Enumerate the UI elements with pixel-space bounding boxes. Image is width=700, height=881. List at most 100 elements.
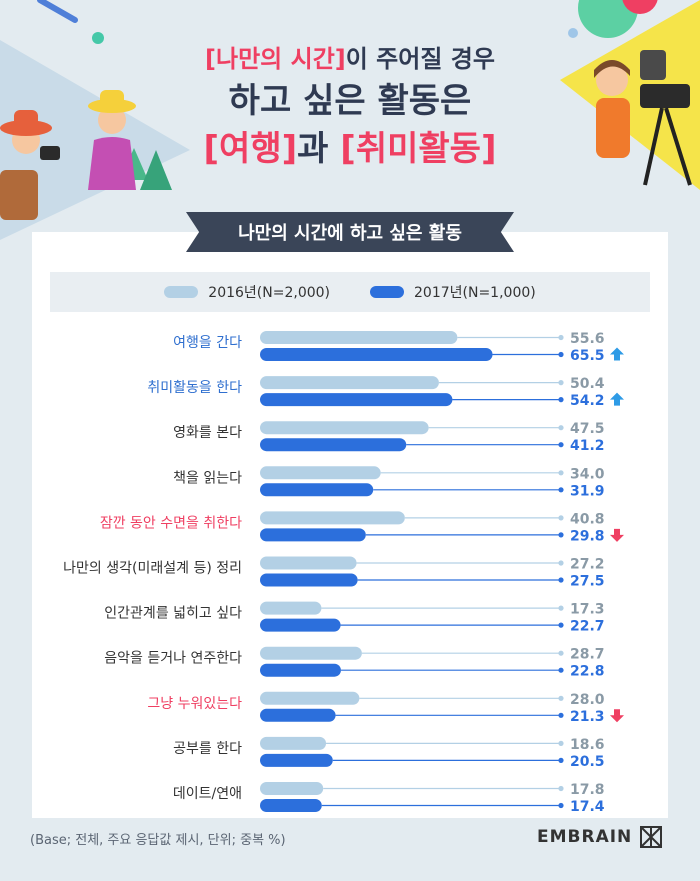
leader-dot [558,351,564,358]
decor-dot-blue [568,28,578,38]
bar-2016 [260,376,439,390]
title-line-3: [여행]과 [취미활동] [0,126,700,172]
photographer-body [596,98,630,158]
leader-dot [558,425,564,431]
tree-icon [140,150,172,190]
value-label-2016: 28.7 [570,647,605,663]
down-arrow-icon [610,528,624,542]
legend-label-2016: 2016년(N=2,000) [208,285,330,301]
chart-banner: 나만의 시간에 하고 싶은 활동 [186,212,514,252]
footnote: (Base; 전체, 주요 응답값 제시, 단위; 중복 %) [30,833,286,848]
category-label: 취미활동을 한다 [147,380,242,396]
leader-dot [558,785,564,792]
category-label: 영화를 본다 [173,425,242,441]
bar-2016 [260,556,357,570]
bar-2016 [260,736,327,750]
bar-2017 [260,663,341,677]
legend-item-2016: 2016년(N=2,000) [164,282,330,302]
value-label-2017: 54.2 [570,393,605,409]
bar-2017 [260,618,341,632]
leader-dot [558,695,564,701]
leader-dot [558,442,564,448]
category-label: 잠깐 동안 수면을 취한다 [100,515,242,531]
decor-circle-pink [622,0,658,14]
hat-crown [14,110,38,128]
decor-streak [37,0,78,23]
camera-lens [640,50,666,80]
value-label-2016: 50.4 [570,376,605,392]
value-label-2017: 21.3 [570,709,605,725]
value-label-2017: 41.2 [570,438,605,454]
brand-logo: EMBRAIN [537,826,663,848]
bar-2017 [260,393,453,407]
value-label-2016: 17.8 [570,782,605,798]
leader-dot [558,740,564,747]
decor-circle-green [578,0,638,38]
leader-dot [558,532,564,538]
bar-2016 [260,466,381,480]
value-label-2017: 31.9 [570,483,605,499]
value-label-2016: 17.3 [570,602,605,618]
decor-triangle-right [560,0,700,190]
bar-2016 [260,511,405,525]
value-label-2016: 34.0 [570,466,605,482]
bar-2017 [260,438,407,452]
leader-dot [558,515,564,521]
brand-name: EMBRAIN [537,827,633,847]
hat-crown [100,90,124,106]
chart-legend: 2016년(N=2,000) 2017년(N=1,000) [50,272,650,312]
title-accent-hobby: [취미활동] [340,129,497,169]
legend-swatch-2017 [370,286,404,298]
legend-item-2017: 2017년(N=1,000) [370,282,536,302]
category-label: 여행을 간다 [173,335,242,351]
bar-2017 [260,573,358,587]
title-accent: [나만의 시간] [205,45,346,73]
tripod-leg [643,107,664,186]
backpack-icon [0,170,38,220]
value-label-2017: 22.7 [570,619,605,635]
leader-dot [558,605,564,611]
value-label-2016: 18.6 [570,737,605,753]
woman-body [88,137,136,190]
category-label: 인간관계를 넓히고 싶다 [104,606,242,622]
decor-dot-green [92,32,104,44]
camera-icon [640,84,690,108]
leader-dot [558,667,564,673]
value-label-2017: 27.5 [570,574,605,590]
value-label-2017: 22.8 [570,664,605,680]
category-label: 공부를 한다 [173,741,242,757]
bar-2017 [260,708,336,722]
woman-head [98,106,126,134]
value-label-2016: 47.5 [570,421,605,437]
value-label-2016: 55.6 [570,331,605,347]
value-label-2017: 17.4 [570,799,605,815]
photographer-head [596,64,628,96]
bar-2017 [260,799,322,812]
leader-dot [558,650,564,656]
page-title: [나만의 시간]이 주어질 경우 하고 싶은 활동은 [여행]과 [취미활동] [0,42,700,172]
bar-2016 [260,646,362,660]
value-label-2017: 65.5 [570,348,605,364]
title-line-1: [나만의 시간]이 주어질 경우 [0,42,700,76]
leader-dot [558,622,564,628]
leader-dot [558,397,564,403]
photographer-hair [594,60,630,78]
bar-2016 [260,331,458,344]
bar-2017 [260,348,493,361]
category-label: 책을 읽는다 [173,470,242,486]
title-text: 과 [297,129,341,169]
leader-dot [558,560,564,566]
bar-2016 [260,782,324,795]
category-label: 그냥 누워있는다 [147,696,242,712]
legend-swatch-2016 [164,286,199,298]
legend-label-2017: 2017년(N=1,000) [414,285,536,301]
leader-dot [558,802,564,809]
leader-dot [558,470,564,476]
category-label: 데이트/연애 [173,786,242,802]
leader-dot [558,712,564,718]
bar-2017 [260,483,374,497]
down-arrow-icon [610,709,624,723]
chart-panel [32,232,668,818]
